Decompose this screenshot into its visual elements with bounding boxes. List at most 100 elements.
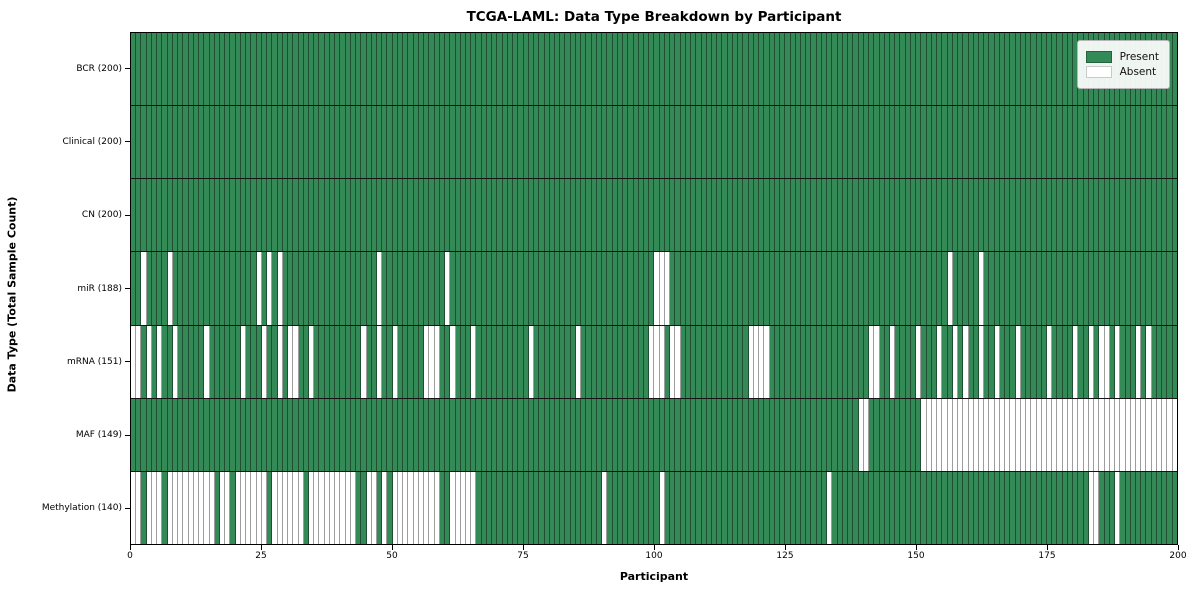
heatmap-cell bbox=[518, 325, 524, 398]
heatmap-cell bbox=[497, 471, 503, 544]
heatmap-cell bbox=[272, 252, 278, 325]
heatmap-cell bbox=[1036, 106, 1042, 179]
heatmap-cell bbox=[889, 106, 896, 179]
heatmap-cell bbox=[984, 252, 990, 325]
heatmap-cell bbox=[277, 471, 283, 544]
heatmap-cell bbox=[560, 252, 566, 325]
heatmap-cell bbox=[178, 179, 184, 252]
heatmap-cell bbox=[780, 325, 786, 398]
heatmap-cell bbox=[717, 252, 723, 325]
heatmap-cell bbox=[481, 33, 487, 106]
heatmap-cell bbox=[434, 106, 440, 179]
heatmap-cell bbox=[1067, 471, 1074, 544]
heatmap-cell bbox=[774, 33, 781, 106]
heatmap-cell bbox=[643, 33, 650, 106]
heatmap-cell bbox=[978, 398, 985, 471]
heatmap-cell bbox=[1062, 33, 1068, 106]
heatmap-cell bbox=[649, 33, 655, 106]
heatmap-cell bbox=[1130, 106, 1136, 179]
heatmap-cell bbox=[439, 179, 446, 252]
heatmap-cell bbox=[450, 179, 456, 252]
heatmap-cell bbox=[706, 398, 713, 471]
heatmap-cell bbox=[643, 398, 650, 471]
heatmap-cell bbox=[691, 325, 697, 398]
heatmap-cell bbox=[889, 471, 896, 544]
heatmap-cell bbox=[905, 325, 911, 398]
heatmap-cell bbox=[397, 325, 404, 398]
heatmap-cell bbox=[1130, 325, 1136, 398]
heatmap-cell bbox=[1031, 252, 1037, 325]
heatmap-cell bbox=[1109, 252, 1116, 325]
heatmap-cell bbox=[235, 325, 241, 398]
heatmap-cell bbox=[565, 471, 571, 544]
heatmap-cell bbox=[759, 106, 765, 179]
heatmap-cell bbox=[513, 106, 519, 179]
heatmap-cell bbox=[1083, 179, 1089, 252]
heatmap-cell bbox=[518, 471, 524, 544]
heatmap-cell bbox=[759, 252, 765, 325]
heatmap-cell bbox=[303, 106, 309, 179]
heatmap-cell bbox=[984, 471, 990, 544]
heatmap-cell bbox=[1141, 398, 1147, 471]
heatmap-cell bbox=[973, 325, 979, 398]
heatmap-cell bbox=[350, 33, 357, 106]
heatmap-cell bbox=[335, 179, 341, 252]
heatmap-cell bbox=[889, 179, 896, 252]
heatmap-cell bbox=[324, 252, 330, 325]
heatmap-cell bbox=[1062, 252, 1068, 325]
heatmap-cell bbox=[1162, 106, 1168, 179]
heatmap-cell bbox=[1041, 106, 1048, 179]
heatmap-cell bbox=[973, 106, 979, 179]
heatmap-cell bbox=[1104, 106, 1110, 179]
heatmap-cell bbox=[727, 33, 733, 106]
heatmap-cell bbox=[486, 106, 493, 179]
heatmap-cell bbox=[308, 106, 315, 179]
heatmap-cell bbox=[931, 471, 938, 544]
heatmap-cell bbox=[1036, 471, 1042, 544]
heatmap-cell bbox=[701, 252, 707, 325]
heatmap-cell bbox=[172, 33, 179, 106]
heatmap-cell bbox=[1099, 471, 1105, 544]
x-tick-mark bbox=[785, 545, 786, 550]
heatmap-cell bbox=[806, 398, 812, 471]
heatmap-cell bbox=[1136, 325, 1142, 398]
heatmap-cell bbox=[848, 252, 854, 325]
heatmap-cell bbox=[879, 325, 885, 398]
heatmap-cell bbox=[225, 252, 231, 325]
heatmap-cell bbox=[680, 325, 686, 398]
heatmap-cell bbox=[549, 398, 555, 471]
heatmap-cell bbox=[633, 106, 639, 179]
heatmap-cell bbox=[617, 252, 624, 325]
heatmap-cell bbox=[518, 106, 524, 179]
heatmap-cell bbox=[581, 398, 587, 471]
heatmap-cell bbox=[596, 106, 603, 179]
heatmap-cell bbox=[277, 398, 283, 471]
x-tick-label: 75 bbox=[517, 551, 529, 561]
heatmap-cell bbox=[633, 179, 639, 252]
heatmap-cell bbox=[298, 471, 304, 544]
heatmap-cell bbox=[607, 179, 613, 252]
heatmap-cell bbox=[968, 252, 974, 325]
heatmap-cell bbox=[1047, 33, 1053, 106]
heatmap-cell bbox=[1088, 398, 1095, 471]
heatmap-cell bbox=[356, 179, 362, 252]
heatmap-cell bbox=[764, 252, 770, 325]
legend-swatch-absent-icon bbox=[1085, 66, 1112, 78]
heatmap-cell bbox=[204, 106, 210, 179]
heatmap-cell bbox=[329, 33, 336, 106]
heatmap-cell bbox=[534, 179, 540, 252]
heatmap-cell bbox=[361, 325, 367, 398]
heatmap-cell bbox=[916, 106, 922, 179]
heatmap-cell bbox=[612, 325, 618, 398]
heatmap-cell bbox=[973, 398, 979, 471]
heatmap-cell bbox=[314, 33, 320, 106]
heatmap-cell bbox=[858, 325, 864, 398]
heatmap-cell bbox=[141, 252, 147, 325]
heatmap-cell bbox=[392, 33, 398, 106]
heatmap-cell bbox=[984, 325, 990, 398]
heatmap-cell bbox=[1172, 179, 1177, 252]
heatmap-cell bbox=[471, 33, 477, 106]
x-tick-label: 50 bbox=[386, 551, 398, 561]
heatmap-cell bbox=[780, 179, 786, 252]
heatmap-cell bbox=[460, 179, 466, 252]
